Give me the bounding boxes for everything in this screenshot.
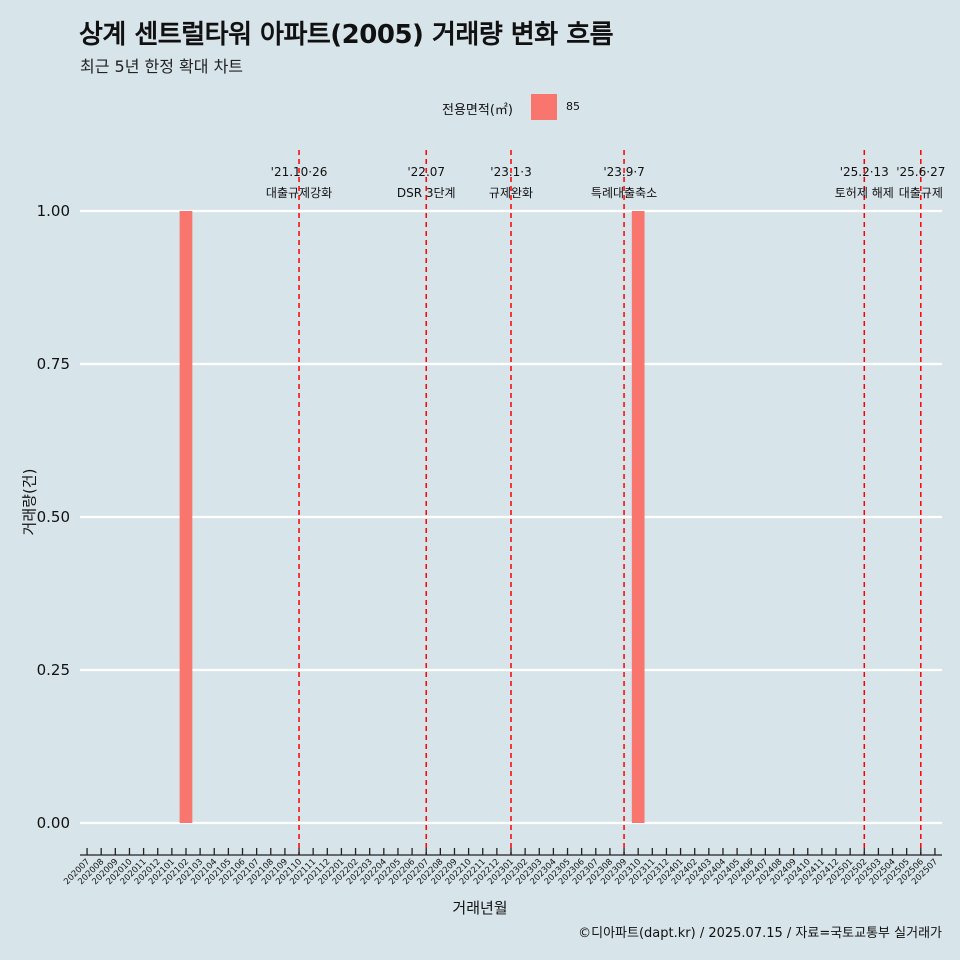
event-date-label: '21.10·26 bbox=[271, 165, 328, 179]
event-date-label: '25.2·13 bbox=[840, 165, 889, 179]
event-date-label: '23.9·7 bbox=[603, 165, 644, 179]
legend: 전용면적(㎡) 85 bbox=[0, 92, 960, 122]
event-date-label: '23.1·3 bbox=[490, 165, 531, 179]
event-label: 토허제 해제 bbox=[835, 186, 894, 200]
y-axis-label: 거래량(건) bbox=[20, 468, 39, 536]
y-tick-label: 0.50 bbox=[37, 508, 70, 526]
event-date-label: '22.07 bbox=[407, 165, 445, 179]
chart-title: 상계 센트럴타워 아파트(2005) 거래량 변화 흐름 bbox=[79, 20, 614, 50]
y-tick-label: 0.25 bbox=[37, 661, 70, 679]
legend-key bbox=[531, 94, 557, 120]
bar bbox=[631, 211, 645, 823]
bar bbox=[179, 211, 193, 823]
event-label: DSR 3단계 bbox=[397, 186, 456, 200]
legend-label: 85 bbox=[566, 100, 580, 113]
source-caption: ©디아파트(dapt.kr) / 2025.07.15 / 자료=국토교통부 실… bbox=[578, 926, 942, 941]
event-date-label: '25.6·27 bbox=[896, 165, 945, 179]
y-tick-label: 0.75 bbox=[37, 355, 70, 373]
y-tick-label: 1.00 bbox=[37, 202, 70, 220]
event-label: 규제완화 bbox=[489, 186, 533, 200]
event-label: 특례대출축소 bbox=[591, 186, 657, 200]
y-tick-label: 0.00 bbox=[37, 814, 70, 832]
chart-subtitle: 최근 5년 한정 확대 차트 bbox=[80, 57, 244, 76]
event-label: 대출규제 bbox=[899, 186, 943, 200]
x-axis-label: 거래년월 bbox=[452, 899, 508, 917]
legend-title: 전용면적(㎡) bbox=[442, 103, 513, 118]
event-label: 대출규제강화 bbox=[266, 186, 332, 200]
